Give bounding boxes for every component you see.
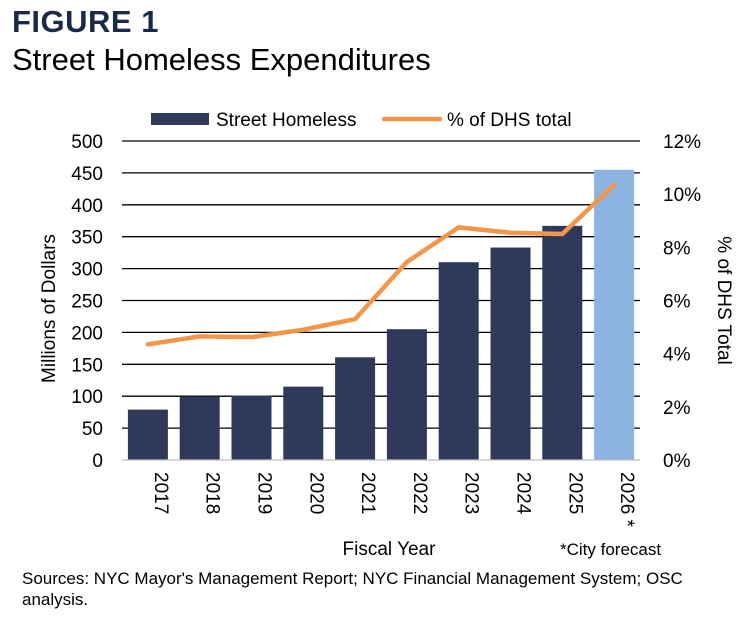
percent-line: [145, 182, 617, 347]
bar-2022: [386, 329, 427, 460]
y-tick-label: 400: [71, 196, 103, 217]
y-tick-label: 300: [71, 260, 103, 281]
bar-2026: [594, 169, 635, 460]
x-tick-label: 2017: [150, 472, 171, 514]
legend-bar-swatch: [151, 113, 209, 125]
bar-2024: [490, 247, 531, 460]
y2-tick-label: 6%: [663, 292, 691, 313]
figure-title: Street Homeless Expenditures: [12, 42, 431, 77]
bar-2017: [127, 409, 168, 460]
y-axis-title: Millions of Dollars: [39, 234, 60, 383]
x-tick-label: 2024: [513, 472, 534, 515]
figure-label: FIGURE 1: [12, 4, 159, 39]
axes: 0 50 100 150 200 250 300 350 400 450 500 0% 2% 4% 6% 8%…: [39, 132, 734, 560]
y-tick-label: 100: [71, 387, 103, 408]
y-tick-label: 250: [71, 292, 103, 313]
sources-note: Sources: NYC Mayor's Management Report; …: [22, 569, 683, 609]
bar-2019: [231, 395, 272, 460]
percent-line-path: [145, 182, 617, 347]
x-tick-label: 2018: [202, 472, 223, 514]
y2-tick-label: 10%: [663, 185, 701, 206]
bar-2018: [179, 396, 220, 460]
bar-2020: [283, 386, 324, 460]
y-tick-label: 150: [71, 355, 103, 376]
x-axis-title: Fiscal Year: [343, 539, 437, 560]
bar-2025: [542, 225, 583, 460]
y2-tick-label: 4%: [663, 345, 691, 366]
y-tick-label: 450: [71, 164, 103, 185]
y2-tick-label: 2%: [663, 398, 691, 419]
y2-axis-title: % of DHS Total: [713, 236, 734, 364]
y-tick-label: 500: [71, 132, 103, 153]
y-tick-label: 0: [92, 451, 103, 472]
x-tick-label: 2019: [254, 472, 275, 514]
y2-tick-label: 12%: [663, 132, 701, 153]
bar-2023: [438, 262, 479, 460]
y-tick-label: 50: [82, 419, 103, 440]
x-tick-label: 2020: [305, 472, 326, 514]
y2-tick-label: 0%: [663, 451, 691, 472]
x-tick-label: 2021: [357, 472, 378, 514]
legend-label-line: % of DHS total: [447, 110, 572, 131]
y2-tick-label: 8%: [663, 238, 691, 259]
y-tick-label: 200: [71, 323, 103, 344]
x-tick-label: 2026 *: [616, 472, 637, 528]
bars: [127, 169, 635, 460]
x-tick-label: 2025: [564, 472, 585, 514]
legend-label-bars: Street Homeless: [216, 110, 356, 131]
y-tick-label: 350: [71, 228, 103, 249]
forecast-note: *City forecast: [560, 540, 662, 559]
x-tick-label: 2023: [461, 472, 482, 514]
legend: Street Homeless % of DHS total: [151, 110, 572, 131]
x-tick-label: 2022: [409, 472, 430, 514]
bar-2021: [335, 357, 376, 460]
